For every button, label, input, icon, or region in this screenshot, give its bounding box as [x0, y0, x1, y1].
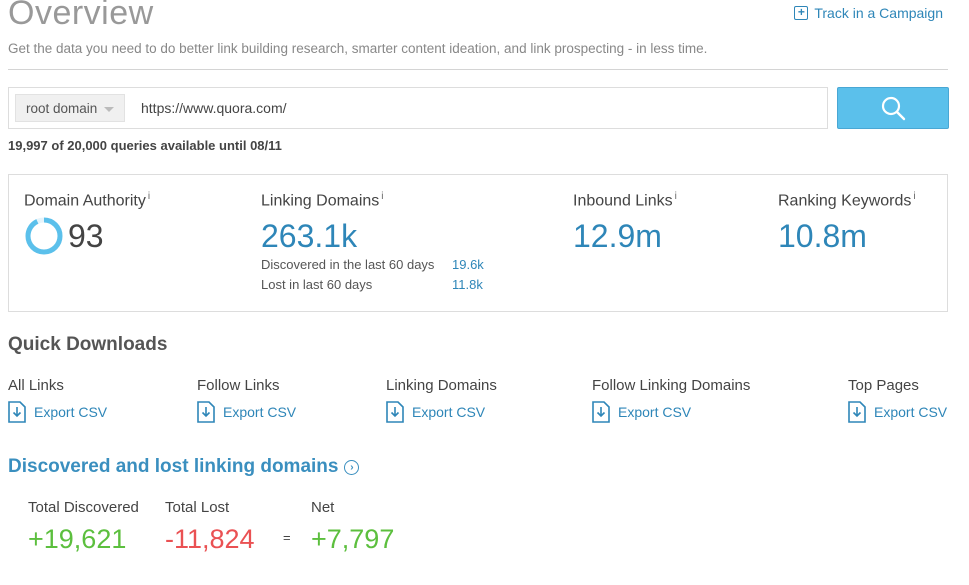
scope-select[interactable]: root domain — [15, 94, 125, 122]
search-bar: root domain — [8, 87, 828, 129]
chevron-right-circle-icon[interactable]: › — [344, 459, 360, 475]
export-csv-button[interactable]: Export CSV — [8, 401, 107, 423]
track-in-campaign-link[interactable]: + Track in a Campaign — [794, 5, 943, 21]
download-top-pages: Top Pages Export CSV — [848, 377, 947, 423]
equals-sign: = — [283, 530, 291, 545]
export-csv-label: Export CSV — [618, 404, 692, 420]
export-csv-label: Export CSV — [223, 404, 297, 420]
lost-label: Lost in last 60 days — [261, 277, 373, 293]
total-discovered-value: +19,621 — [28, 524, 127, 554]
download-file-icon — [848, 401, 866, 423]
domain-authority-label: Domain Authority — [24, 192, 146, 210]
inbound-links-value: 12.9m — [573, 218, 662, 255]
ranking-keywords-metric: Ranking Keywords i 10.8m — [778, 191, 916, 255]
info-icon[interactable]: i — [913, 191, 916, 202]
net-label: Net — [311, 499, 335, 516]
export-csv-label: Export CSV — [874, 404, 948, 420]
search-icon — [881, 96, 906, 121]
download-file-icon — [592, 401, 610, 423]
total-lost-label: Total Lost — [165, 499, 230, 516]
lost-value[interactable]: 11.8k — [452, 277, 483, 293]
total-discovered-label: Total Discovered — [28, 499, 139, 516]
download-follow-links: Follow Links Export CSV — [197, 377, 296, 423]
domain-authority-ring — [25, 217, 63, 255]
download-label: Linking Domains — [386, 377, 497, 394]
export-csv-button[interactable]: Export CSV — [197, 401, 296, 423]
header-divider — [8, 69, 948, 70]
export-csv-button[interactable]: Export CSV — [386, 401, 497, 423]
inbound-links-label: Inbound Links — [573, 192, 673, 210]
discovered-label: Discovered in the last 60 days — [261, 257, 435, 273]
download-linking-domains: Linking Domains Export CSV — [386, 377, 497, 423]
linking-domains-value: 263.1k — [261, 218, 358, 255]
export-csv-button[interactable]: Export CSV — [592, 401, 750, 423]
total-lost-value: -11,824 — [165, 524, 255, 554]
download-file-icon — [386, 401, 404, 423]
linking-domains-label: Linking Domains — [261, 192, 380, 210]
search-button[interactable] — [837, 87, 949, 129]
discovered-lost-title-text: Discovered and lost linking domains — [8, 456, 339, 477]
download-follow-linking-domains: Follow Linking Domains Export CSV — [592, 377, 750, 423]
info-icon[interactable]: i — [674, 191, 677, 202]
download-file-icon — [197, 401, 215, 423]
total-discovered: Total Discovered +19,621 — [28, 499, 139, 555]
net-total: Net +7,797 — [311, 499, 394, 555]
domain-authority-value: 93 — [68, 217, 104, 254]
export-csv-label: Export CSV — [34, 404, 108, 420]
scope-select-value: root domain — [26, 101, 98, 116]
track-label: Track in a Campaign — [814, 5, 943, 21]
download-label: Follow Linking Domains — [592, 377, 751, 394]
ranking-keywords-label: Ranking Keywords — [778, 192, 912, 210]
export-csv-label: Export CSV — [412, 404, 486, 420]
chevron-down-icon — [104, 107, 114, 112]
domain-authority-metric: Domain Authority i 93 — [24, 191, 150, 256]
metrics-panel: Domain Authority i 93 Linking Domains i 26… — [8, 174, 948, 312]
linking-domains-metric: Linking Domains i 263.1k Discovered in th… — [261, 191, 484, 292]
query-quota: 19,997 of 20,000 queries available until… — [8, 138, 282, 153]
discovered-value[interactable]: 19.6k — [452, 257, 484, 273]
info-icon[interactable]: i — [381, 191, 384, 202]
download-label: Follow Links — [197, 377, 280, 394]
plus-icon: + — [794, 6, 809, 20]
inbound-links-metric: Inbound Links i 12.9m — [573, 191, 677, 255]
url-input[interactable] — [141, 96, 801, 120]
download-label: Top Pages — [848, 377, 919, 394]
lost-row: Lost in last 60 days 11.8k — [261, 277, 484, 292]
download-label: All Links — [8, 377, 64, 394]
net-value: +7,797 — [311, 524, 395, 554]
page-subtitle: Get the data you need to do better link … — [8, 41, 708, 56]
ranking-keywords-value: 10.8m — [778, 218, 867, 255]
export-csv-button[interactable]: Export CSV — [848, 401, 947, 423]
info-icon[interactable]: i — [147, 191, 151, 202]
download-file-icon — [8, 401, 26, 423]
discovered-lost-title[interactable]: Discovered and lost linking domains › — [8, 456, 360, 478]
discovered-row: Discovered in the last 60 days 19.6k — [261, 257, 484, 272]
page-title: Overview — [8, 0, 154, 32]
download-all-links: All Links Export CSV — [8, 377, 107, 423]
total-lost: Total Lost -11,824 — [165, 499, 255, 555]
quick-downloads-title: Quick Downloads — [8, 334, 168, 355]
